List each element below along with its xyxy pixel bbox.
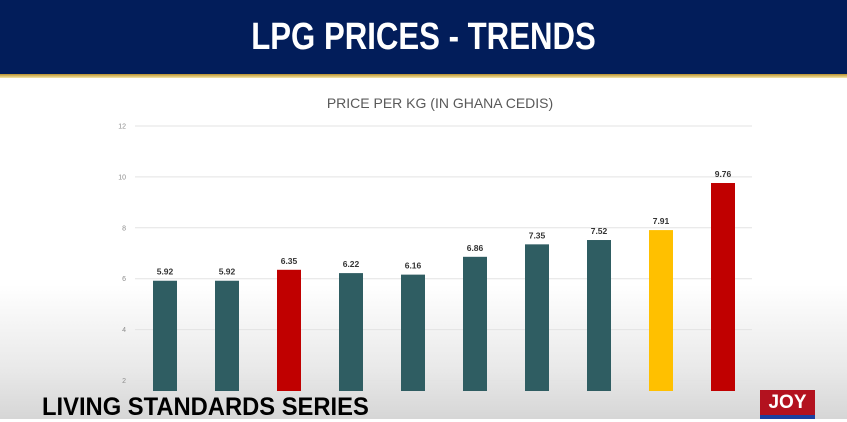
bar <box>525 244 549 391</box>
data-label: 6.35 <box>281 256 298 266</box>
series-title: LIVING STANDARDS SERIES <box>42 393 369 421</box>
bar <box>339 273 363 391</box>
chart-title: PRICE PER KG (IN GHANA CEDIS) <box>327 95 553 111</box>
data-label: 7.35 <box>529 230 546 240</box>
y-tick-label: 2 <box>122 378 126 385</box>
bar <box>587 240 611 391</box>
bar <box>463 256 487 391</box>
y-tick-label: 10 <box>118 174 126 181</box>
bar <box>153 280 177 391</box>
bar <box>401 274 425 391</box>
header-gold-line <box>0 74 847 78</box>
data-label: 9.76 <box>715 169 732 179</box>
data-label: 7.52 <box>591 226 608 236</box>
header-banner: LPG PRICES - TRENDS <box>0 0 847 74</box>
data-label: 6.16 <box>405 261 422 271</box>
bar <box>711 183 735 391</box>
bar <box>215 280 239 391</box>
bar <box>649 230 673 391</box>
y-tick-label: 12 <box>118 124 126 131</box>
y-tick-label: 6 <box>122 276 126 283</box>
joy-news-logo: JOY <box>760 390 815 419</box>
y-tick-label: 4 <box>122 327 126 334</box>
data-label: 6.86 <box>467 243 484 253</box>
data-label: 5.92 <box>157 267 174 277</box>
data-label: 7.91 <box>653 216 670 226</box>
page-title: LPG PRICES - TRENDS <box>251 16 596 58</box>
data-label: 5.92 <box>219 267 236 277</box>
bar <box>277 269 301 391</box>
y-tick-label: 8 <box>122 225 126 232</box>
data-label: 6.22 <box>343 259 360 269</box>
